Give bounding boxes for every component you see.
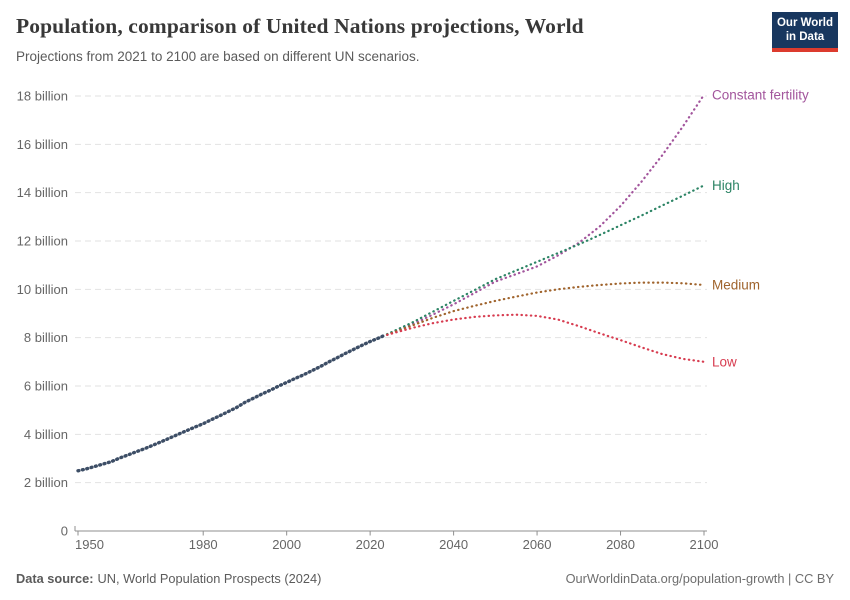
data-source-note: Data source: UN, World Population Prospec… bbox=[16, 571, 321, 586]
owid-logo-line2: in Data bbox=[785, 31, 825, 43]
x-tick-label: 2000 bbox=[272, 537, 301, 552]
owid-logo-line1: Our World bbox=[776, 16, 833, 29]
y-tick-label: 16 billion bbox=[17, 137, 68, 152]
chart-subtitle: Projections from 2021 to 2100 are based … bbox=[16, 49, 420, 64]
credit-link[interactable]: OurWorldinData.org/population-growth | C… bbox=[565, 571, 834, 586]
y-tick-label: 14 billion bbox=[17, 185, 68, 200]
y-tick-label: 12 billion bbox=[17, 234, 68, 249]
x-tick-label: 1950 bbox=[75, 537, 104, 552]
y-tick-label: 6 billion bbox=[24, 379, 68, 394]
series-label-medium[interactable]: Medium bbox=[712, 277, 760, 292]
data-source-label: Data source: bbox=[16, 571, 94, 586]
x-tick-label: 2080 bbox=[606, 537, 635, 552]
y-tick-label: 10 billion bbox=[17, 282, 68, 297]
chart-title: Population, comparison of United Nations… bbox=[16, 14, 584, 38]
data-source-value: UN, World Population Prospects (2024) bbox=[97, 571, 322, 586]
series-label-low[interactable]: Low bbox=[712, 354, 737, 369]
y-tick-label: 4 billion bbox=[24, 427, 68, 442]
series-line-historical[interactable] bbox=[76, 334, 385, 473]
x-tick-label: 1980 bbox=[189, 537, 218, 552]
x-tick-label: 2020 bbox=[356, 537, 385, 552]
y-tick-label: 18 billion bbox=[17, 89, 68, 104]
series-label-high[interactable]: High bbox=[712, 178, 740, 193]
series-line-high[interactable] bbox=[381, 184, 706, 338]
y-tick-label: 2 billion bbox=[24, 475, 68, 490]
series-label-constant-fertility[interactable]: Constant fertility bbox=[712, 87, 809, 102]
y-tick-label: 8 billion bbox=[24, 330, 68, 345]
x-tick-label: 2100 bbox=[690, 537, 719, 552]
x-tick-label: 2040 bbox=[439, 537, 468, 552]
y-tick-label: 0 bbox=[61, 524, 68, 539]
series-line-constant-fertility[interactable] bbox=[381, 93, 706, 338]
series-line-medium[interactable] bbox=[381, 281, 706, 338]
x-tick-label: 2060 bbox=[523, 537, 552, 552]
series-line-low[interactable] bbox=[381, 313, 706, 363]
owid-logo[interactable]: Our World in Data bbox=[772, 12, 838, 52]
